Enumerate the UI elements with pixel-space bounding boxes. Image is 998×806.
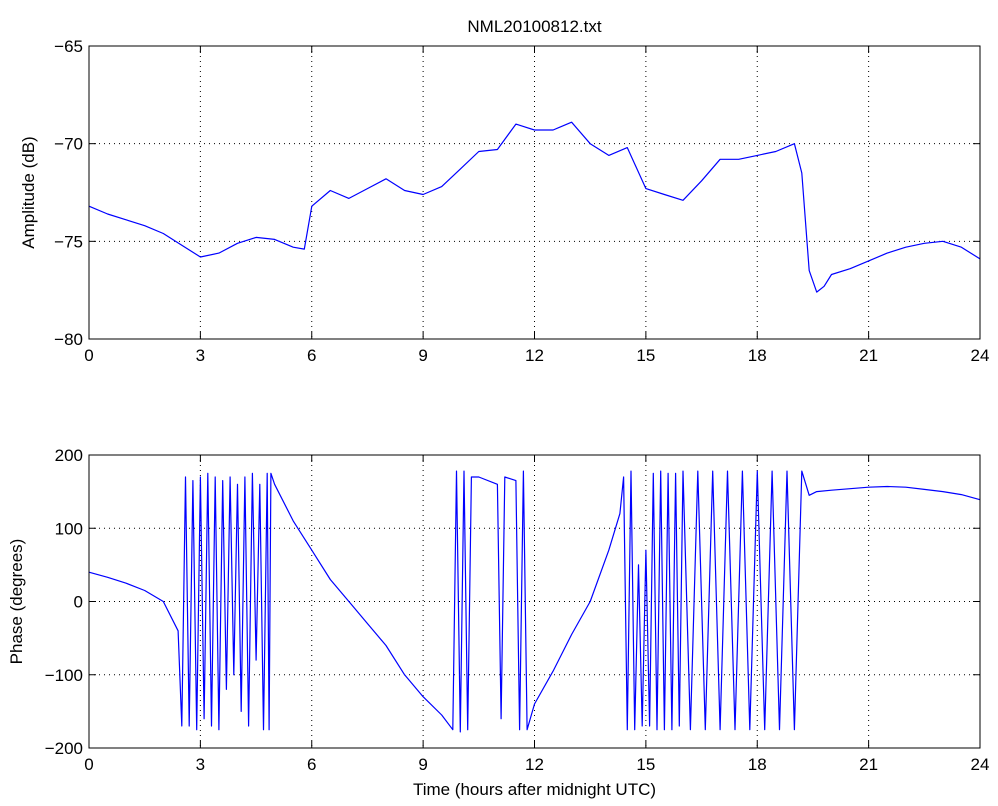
phase-xtick-label-2: 6 [307,755,316,774]
phase-xtick-label-6: 18 [748,755,767,774]
amplitude-xtick-label-4: 12 [525,346,544,365]
amplitude-xtick-label-0: 0 [84,346,93,365]
phase-xtick-label-5: 15 [636,755,655,774]
amplitude-ytick-label-2: −70 [54,135,83,154]
amplitude-xtick-label-7: 21 [859,346,878,365]
amplitude-ytick-label-3: −65 [54,37,83,56]
phase-ytick-label-3: 100 [55,519,83,538]
amplitude-series-line-0 [88,121,981,293]
amplitude-ytick-label-1: −75 [54,232,83,251]
amplitude-xtick-label-6: 18 [748,346,767,365]
amplitude-xtick-label-8: 24 [971,346,990,365]
phase-series-line-0 [88,470,981,733]
chart-title: NML20100812.txt [467,17,601,36]
amplitude-ylabel: Amplitude (dB) [19,136,38,248]
phase-xtick-label-0: 0 [84,755,93,774]
amplitude-ytick-label-0: −80 [54,330,83,349]
phase-xlabel: Time (hours after midnight UTC) [413,780,656,799]
amplitude-xtick-label-2: 6 [307,346,316,365]
amplitude-xtick-label-3: 9 [418,346,427,365]
phase-ytick-label-0: −200 [45,739,83,758]
phase-xtick-label-7: 21 [859,755,878,774]
phase-ytick-label-4: 200 [55,446,83,465]
phase-xtick-label-8: 24 [971,755,990,774]
phase-xtick-label-1: 3 [196,755,205,774]
phase-ytick-label-2: 0 [74,593,83,612]
amplitude-plot-area [89,46,980,339]
phase-xtick-label-4: 12 [525,755,544,774]
amplitude-xtick-label-1: 3 [196,346,205,365]
amplitude-xtick-label-5: 15 [636,346,655,365]
phase-xtick-label-3: 9 [418,755,427,774]
phase-ytick-label-1: −100 [45,666,83,685]
phase-ylabel: Phase (degrees) [7,539,26,665]
